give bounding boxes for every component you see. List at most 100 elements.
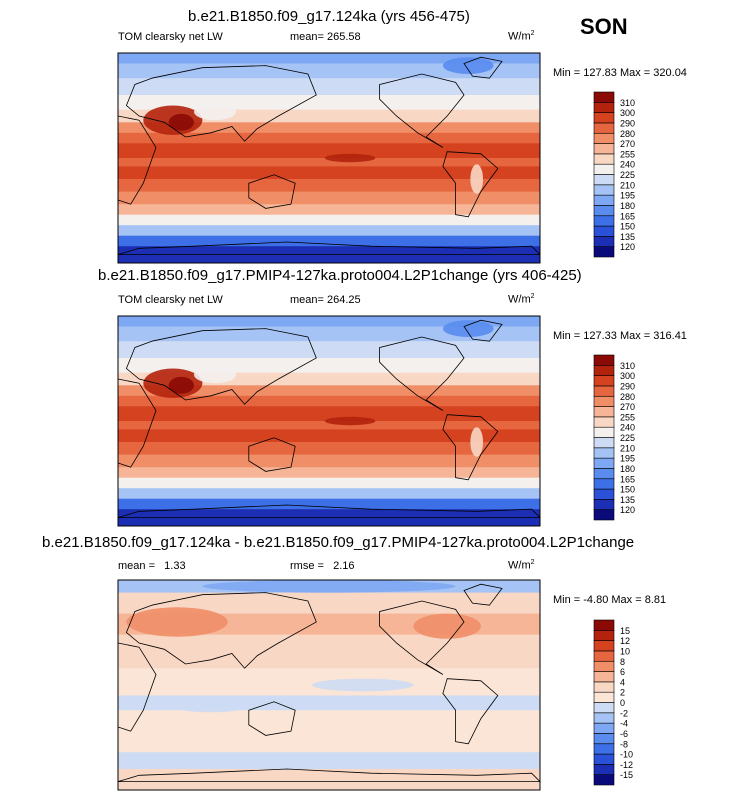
map-field-band	[118, 191, 540, 205]
map-frame-2	[117, 315, 541, 527]
coastline	[125, 328, 317, 405]
colorbar-tick-label: -8	[620, 739, 628, 749]
colorbar-tick-label: 240	[620, 423, 635, 433]
colorbar-tick-label: 255	[620, 149, 635, 159]
colorbar-swatch	[593, 395, 615, 407]
colorbar-tick-label: -2	[620, 708, 628, 718]
colorbar-swatch	[593, 743, 615, 755]
colorbar-swatch	[593, 354, 615, 366]
colorbar-tick-label: 290	[620, 118, 635, 128]
colorbar-tick-label: 120	[620, 242, 635, 252]
panel2-units: W/m2	[508, 293, 535, 306]
colorbar-swatch	[593, 681, 615, 693]
colorbar-tick-label: 290	[620, 381, 635, 391]
colorbar-tick-label: 195	[620, 191, 635, 201]
colorbar-tick-label: 225	[620, 433, 635, 443]
map-field-band	[118, 122, 540, 134]
coastline	[125, 592, 317, 669]
map-field-feature	[172, 699, 249, 713]
map-frame-1	[117, 52, 541, 264]
coastline	[463, 319, 503, 342]
colorbar-swatch	[593, 143, 615, 155]
colorbar-tick-label: 165	[620, 211, 635, 221]
coastline	[248, 437, 296, 472]
panel3-minmax: Min = -4.80 Max = 8.81	[553, 594, 667, 606]
colorbar-tick-label: 2	[620, 688, 625, 698]
colorbar-swatch	[593, 163, 615, 175]
map-field-feature	[168, 376, 194, 394]
colorbar-tick-label: 10	[620, 646, 630, 656]
map-panel-2	[118, 316, 540, 526]
map-field-band	[118, 395, 540, 407]
colorbar-tick-label: 135	[620, 232, 635, 242]
colorbar-swatch	[593, 722, 615, 734]
colorbar-tick-label: -4	[620, 719, 628, 729]
colorbar-swatch	[593, 91, 615, 103]
map-field-band	[118, 385, 540, 397]
colorbar-tick-label: 300	[620, 371, 635, 381]
coastline	[118, 115, 157, 205]
map-field-feature	[470, 164, 484, 194]
map-panel-1	[118, 53, 540, 263]
colorbar-tick-label: 165	[620, 474, 635, 484]
colorbar-swatch	[593, 478, 615, 490]
colorbar-swatch	[593, 457, 615, 469]
panel1-minmax: Min = 127.83 Max = 320.04	[553, 67, 687, 79]
colorbar-tick-label: 310	[620, 98, 635, 108]
colorbar-2: 1201351501651801952102252402552702802903…	[593, 354, 635, 521]
map-field-band	[118, 454, 540, 468]
map-field-band	[118, 78, 540, 96]
panel3-rmse: rmse = 2.16	[290, 560, 355, 572]
colorbar-swatch	[593, 236, 615, 247]
colorbar-swatch	[593, 488, 615, 500]
coastline	[118, 241, 540, 256]
coastline	[118, 378, 157, 468]
map-field-band	[118, 166, 540, 180]
map-field-feature	[324, 153, 376, 163]
colorbar-tick-label: 15	[620, 626, 630, 636]
colorbar-swatch	[593, 774, 615, 786]
colorbar-swatch	[593, 660, 615, 672]
panel2-title: b.e21.B1850.f09_g17.PMIP4-127ka.proto004…	[98, 267, 582, 284]
map-field-band	[118, 498, 540, 510]
colorbar-tick-label: 8	[620, 657, 625, 667]
panel3-units: W/m2	[508, 559, 535, 572]
season-label: SON	[580, 14, 628, 39]
map-field-feature	[442, 57, 494, 74]
colorbar-tick-label: 4	[620, 677, 625, 687]
colorbar-tick-label: 150	[620, 222, 635, 232]
colorbar-tick-label: 280	[620, 129, 635, 139]
coastline	[463, 56, 503, 79]
colorbar-tick-label: 310	[620, 361, 635, 371]
colorbar-swatch	[593, 184, 615, 196]
map-field-band	[118, 752, 540, 770]
map-field-band	[118, 53, 540, 64]
map-field-band	[118, 769, 540, 790]
map-field-band	[118, 421, 540, 430]
map-field-band	[118, 132, 540, 144]
panel2-variable: TOM clearsky net LW	[118, 294, 223, 306]
coastline	[442, 151, 499, 218]
colorbar-swatch	[593, 499, 615, 510]
colorbar-swatch	[593, 426, 615, 438]
coastline	[248, 174, 296, 209]
colorbar-swatch	[593, 122, 615, 134]
colorbar-tick-label: 240	[620, 160, 635, 170]
colorbar-tick-label: 210	[620, 443, 635, 453]
colorbar-tick-label: -6	[620, 729, 628, 739]
colorbar-swatch	[593, 447, 615, 459]
colorbar-swatch	[593, 712, 615, 724]
map-field-band	[118, 235, 540, 247]
coastline	[125, 65, 317, 142]
map-field-band	[118, 158, 540, 167]
colorbar-swatch	[593, 437, 615, 449]
coastline	[463, 583, 503, 606]
colorbar-tick-label: 225	[620, 170, 635, 180]
map-field-band	[118, 341, 540, 359]
map-field-band	[118, 710, 540, 753]
map-field-band	[118, 467, 540, 479]
map-field-feature	[202, 580, 456, 593]
colorbar-swatch	[593, 630, 615, 641]
map-field-feature	[193, 366, 237, 384]
